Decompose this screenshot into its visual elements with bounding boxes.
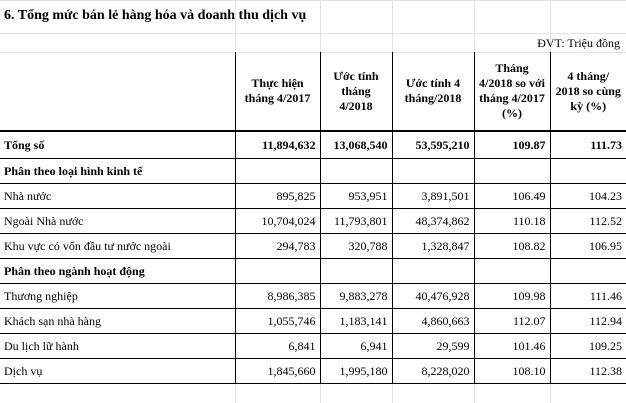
cell: 1,328,847 <box>391 233 474 259</box>
cell: 29,599 <box>391 333 474 359</box>
cell: 111.73 <box>549 131 626 159</box>
table-row: Thương nghiệp 8,986,385 9,883,278 40,476… <box>0 283 626 309</box>
cell: 294,783 <box>234 233 320 259</box>
cell: 112.07 <box>473 308 550 334</box>
header-blank <box>0 52 235 132</box>
cell: 112.52 <box>549 208 626 234</box>
cell: 1,055,746 <box>234 308 320 334</box>
table-row: Ngoài Nhà nước 10,704,024 11,793,801 48,… <box>0 208 626 234</box>
row-label: Thương nghiệp <box>0 283 235 309</box>
cell: 101.46 <box>473 333 550 359</box>
cell: 4,860,663 <box>391 308 474 334</box>
cell: 108.82 <box>473 233 550 259</box>
cell: 109.25 <box>549 333 626 359</box>
cell: 9,883,278 <box>319 283 392 309</box>
table-title: 6. Tổng mức bán lẻ hàng hóa và doanh thu… <box>4 8 307 23</box>
cell: 11,793,801 <box>319 208 392 234</box>
table-row: Khu vực có vốn đầu tư nước ngoài 294,783… <box>0 233 626 259</box>
cell: 104.23 <box>549 183 626 209</box>
cell: 111.46 <box>549 283 626 309</box>
cell: 1,183,141 <box>319 308 392 334</box>
cell: 10,704,024 <box>234 208 320 234</box>
cell: 953,951 <box>319 183 392 209</box>
cell: 320,788 <box>319 233 392 259</box>
cell: 895,825 <box>234 183 320 209</box>
cell: 1,845,660 <box>234 358 320 384</box>
col-header: Tháng 4/2018 so với tháng 4/2017 (%) <box>473 52 550 132</box>
cell: 109.98 <box>473 283 550 309</box>
cell: 40,476,928 <box>391 283 474 309</box>
cell: 8,228,020 <box>391 358 474 384</box>
section-title: Phân theo loại hình kinh tế <box>0 158 235 184</box>
retail-table: Thực hiện tháng 4/2017 Ước tính tháng 4/… <box>0 52 626 384</box>
cell: 112.38 <box>549 358 626 384</box>
col-header: Ước tính 4 tháng/2018 <box>391 52 474 132</box>
cell: 106.95 <box>549 233 626 259</box>
cell: 3,891,501 <box>391 183 474 209</box>
cell: 112.94 <box>549 308 626 334</box>
table-row: Dịch vụ 1,845,660 1,995,180 8,228,020 10… <box>0 358 626 384</box>
cell: 48,374,862 <box>391 208 474 234</box>
table-row: Du lịch lữ hành 6,841 6,941 29,599 101.4… <box>0 333 626 359</box>
row-label: Ngoài Nhà nước <box>0 208 235 234</box>
cell: 109.87 <box>473 131 550 159</box>
cell: 1,995,180 <box>319 358 392 384</box>
col-header: 4 tháng/ 2018 so cùng kỳ (%) <box>549 52 626 132</box>
cell: 13,068,540 <box>319 131 392 159</box>
col-header: Ước tính tháng 4/2018 <box>319 52 392 132</box>
cell: 6,941 <box>319 333 392 359</box>
table-row: Khách sạn nhà hàng 1,055,746 1,183,141 4… <box>0 308 626 334</box>
section-header: Phân theo ngành hoạt động <box>0 258 626 284</box>
cell: 6,841 <box>234 333 320 359</box>
total-row: Tổng số 11,894,632 13,068,540 53,595,210… <box>0 131 626 159</box>
cell: 53,595,210 <box>391 131 474 159</box>
table-row: Nhà nước 895,825 953,951 3,891,501 106.4… <box>0 183 626 209</box>
row-label: Du lịch lữ hành <box>0 333 235 359</box>
cell: 106.49 <box>473 183 550 209</box>
header-row: Thực hiện tháng 4/2017 Ước tính tháng 4/… <box>0 52 626 132</box>
row-label: Nhà nước <box>0 183 235 209</box>
row-label: Khu vực có vốn đầu tư nước ngoài <box>0 233 235 259</box>
cell: 8,986,385 <box>234 283 320 309</box>
row-label: Dịch vụ <box>0 358 235 384</box>
section-header: Phân theo loại hình kinh tế <box>0 158 626 184</box>
unit-label: ĐVT: Triệu đồng <box>537 36 620 50</box>
row-label: Khách sạn nhà hàng <box>0 308 235 334</box>
section-title: Phân theo ngành hoạt động <box>0 258 235 284</box>
cell: 110.18 <box>473 208 550 234</box>
col-header: Thực hiện tháng 4/2017 <box>234 52 320 132</box>
cell: 11,894,632 <box>234 131 320 159</box>
row-label: Tổng số <box>0 131 235 159</box>
cell: 108.10 <box>473 358 550 384</box>
